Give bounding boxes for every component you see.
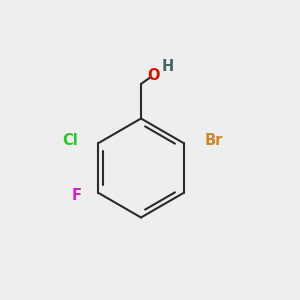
Text: O: O — [147, 68, 159, 83]
Text: Br: Br — [204, 133, 223, 148]
Text: F: F — [72, 188, 82, 203]
Text: H: H — [162, 59, 174, 74]
Text: Cl: Cl — [62, 133, 78, 148]
